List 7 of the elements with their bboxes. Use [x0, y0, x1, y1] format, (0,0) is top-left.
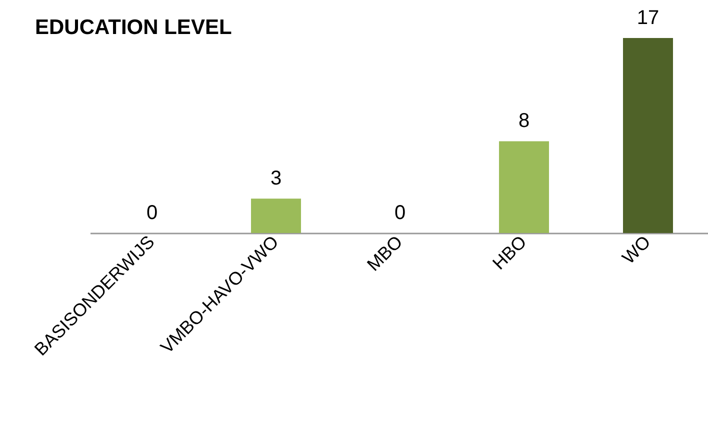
- x-tick-label: WO: [618, 232, 654, 268]
- data-label: 0: [394, 202, 406, 224]
- data-label: 3: [270, 168, 282, 190]
- data-label: 0: [146, 202, 158, 224]
- data-label: 17: [636, 7, 660, 29]
- chart-title: EDUCATION LEVEL: [35, 16, 232, 39]
- data-label: 8: [518, 110, 530, 132]
